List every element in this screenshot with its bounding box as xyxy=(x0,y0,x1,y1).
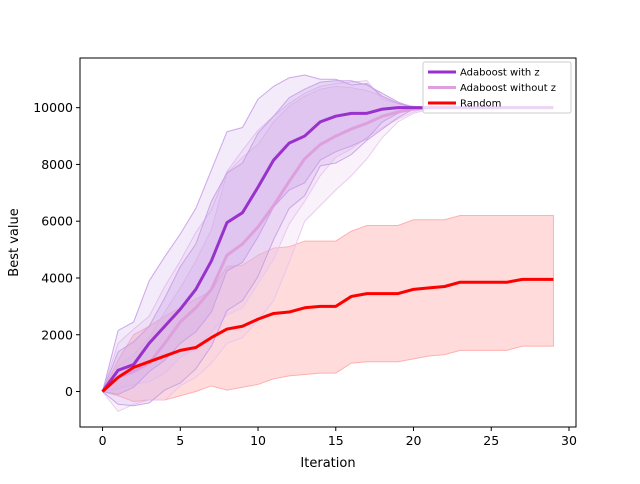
y-tick-label: 0 xyxy=(65,384,73,399)
y-tick-label: 8000 xyxy=(41,157,73,172)
x-tick-label: 10 xyxy=(250,433,266,448)
x-tick-label: 30 xyxy=(561,433,577,448)
legend-label-random: Random xyxy=(460,99,501,110)
y-axis: 0 2000 4000 6000 8000 10000 xyxy=(33,100,80,399)
x-axis-label: Iteration xyxy=(300,456,355,471)
legend-frame xyxy=(422,61,572,114)
x-tick-label: 25 xyxy=(483,433,499,448)
band-outer-adaboost-without-z xyxy=(101,80,554,413)
y-tick-label: 2000 xyxy=(41,327,73,342)
band-outer-adaboost-with-z xyxy=(101,74,554,407)
y-axis-label: Best value xyxy=(7,208,22,276)
legend: Adaboost with z Adaboost without z Rando… xyxy=(422,61,572,114)
confidence-bands xyxy=(101,74,554,413)
x-tick-label: 15 xyxy=(328,433,344,448)
y-tick-label: 6000 xyxy=(41,214,73,229)
legend-label-adaboost-with-z: Adaboost with z xyxy=(460,68,540,79)
x-tick-label: 20 xyxy=(406,433,422,448)
x-axis: 0 5 10 15 20 25 30 xyxy=(99,427,577,448)
y-tick-label: 4000 xyxy=(41,270,73,285)
band-inner-adaboost-without-z xyxy=(101,85,554,393)
y-tick-label: 10000 xyxy=(33,100,73,115)
series-line-random xyxy=(101,277,554,393)
x-tick-label: 5 xyxy=(176,433,184,448)
legend-label-adaboost-without-z: Adaboost without z xyxy=(460,83,556,94)
x-tick-label: 0 xyxy=(99,433,107,448)
band-random xyxy=(101,215,554,402)
plot-frame xyxy=(79,57,577,428)
